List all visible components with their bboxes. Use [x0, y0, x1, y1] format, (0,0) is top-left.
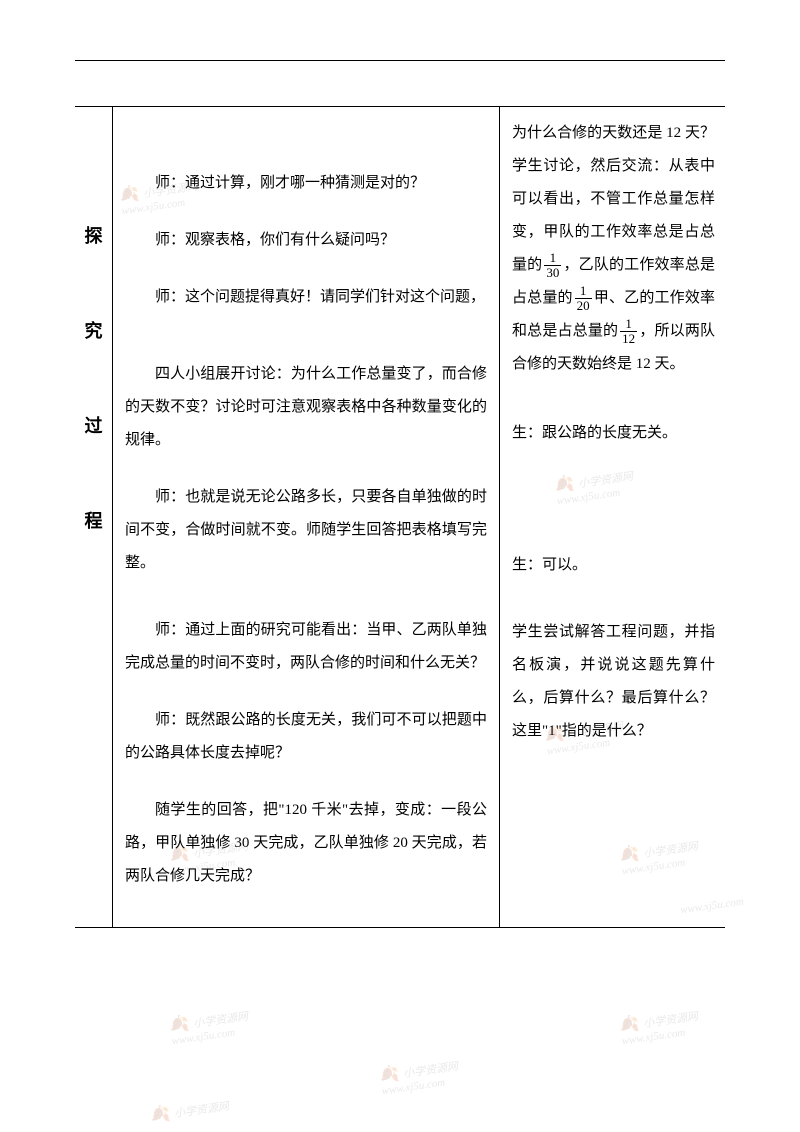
teacher-line-2: 师：观察表格，你们有什么疑问吗？ — [125, 224, 487, 257]
side-label-column: 探 究 过 程 — [75, 107, 113, 927]
side-char-1: 探 — [85, 222, 103, 248]
r1b: 学生讨论，然后交流：从表中可以看出，不管工作总量怎样变，甲队的工作效率总是占总量… — [512, 158, 715, 273]
teacher-column: 师：通过计算，刚才哪一种猜测是对的？ 师：观察表格，你们有什么疑问吗？ 师：这个… — [113, 107, 500, 927]
teacher-line-5: 师：也就是说无论公路多长，只要各自单独做的时间不变，合做时间就不变。师随学生回答… — [125, 481, 487, 580]
student-block-1: 为什么合修的天数还是 12 天？ 学生讨论，然后交流：从表中可以看出，不管工作总… — [512, 117, 715, 381]
student-line-4: 学生尝试解答工程问题，并指名板演，并说说这题先算什么，后算什么？最后算什么？这里… — [512, 616, 715, 748]
top-rule — [75, 60, 725, 61]
watermark: 🍂小学资源网www.xj5u.com — [168, 1005, 251, 1048]
watermark: 🍂小学资源网www.xj5u.com — [378, 1055, 461, 1098]
watermark: 🍂小学资源网 — [149, 1095, 230, 1126]
lesson-table: 探 究 过 程 师：通过计算，刚才哪一种猜测是对的？ 师：观察表格，你们有什么疑… — [75, 106, 725, 928]
side-char-2: 究 — [85, 317, 103, 343]
side-char-3: 过 — [85, 412, 103, 438]
side-char-4: 程 — [85, 507, 103, 533]
fraction-1-12: 112 — [620, 317, 637, 347]
teacher-line-6: 师：通过上面的研究可能看出：当甲、乙两队单独完成总量的时间不变时，两队合修的时间… — [125, 614, 487, 680]
student-line-3: 生：可以。 — [512, 549, 715, 582]
fraction-1-30: 130 — [544, 251, 561, 281]
watermark: 🍂小学资源网www.xj5u.com — [618, 1005, 701, 1048]
student-line-2: 生：跟公路的长度无关。 — [512, 417, 715, 450]
teacher-line-7: 师：既然跟公路的长度无关，我们可不可以把题中的公路具体长度去掉呢？ — [125, 704, 487, 770]
teacher-line-8: 随学生的回答，把"120 千米"去掉，变成：一段公路，甲队单独修 30 天完成，… — [125, 794, 487, 893]
teacher-line-4: 四人小组展开讨论：为什么工作总量变了，而合修的天数不变？讨论时可注意观察表格中各… — [125, 358, 487, 457]
teacher-line-3: 师：这个问题提得真好！请同学们针对这个问题， — [125, 281, 487, 314]
teacher-line-1: 师：通过计算，刚才哪一种猜测是对的？ — [125, 167, 487, 200]
student-column: 为什么合修的天数还是 12 天？ 学生讨论，然后交流：从表中可以看出，不管工作总… — [500, 107, 725, 927]
r1a: 为什么合修的天数还是 12 天？ — [512, 125, 715, 141]
fraction-1-20: 120 — [575, 284, 592, 314]
